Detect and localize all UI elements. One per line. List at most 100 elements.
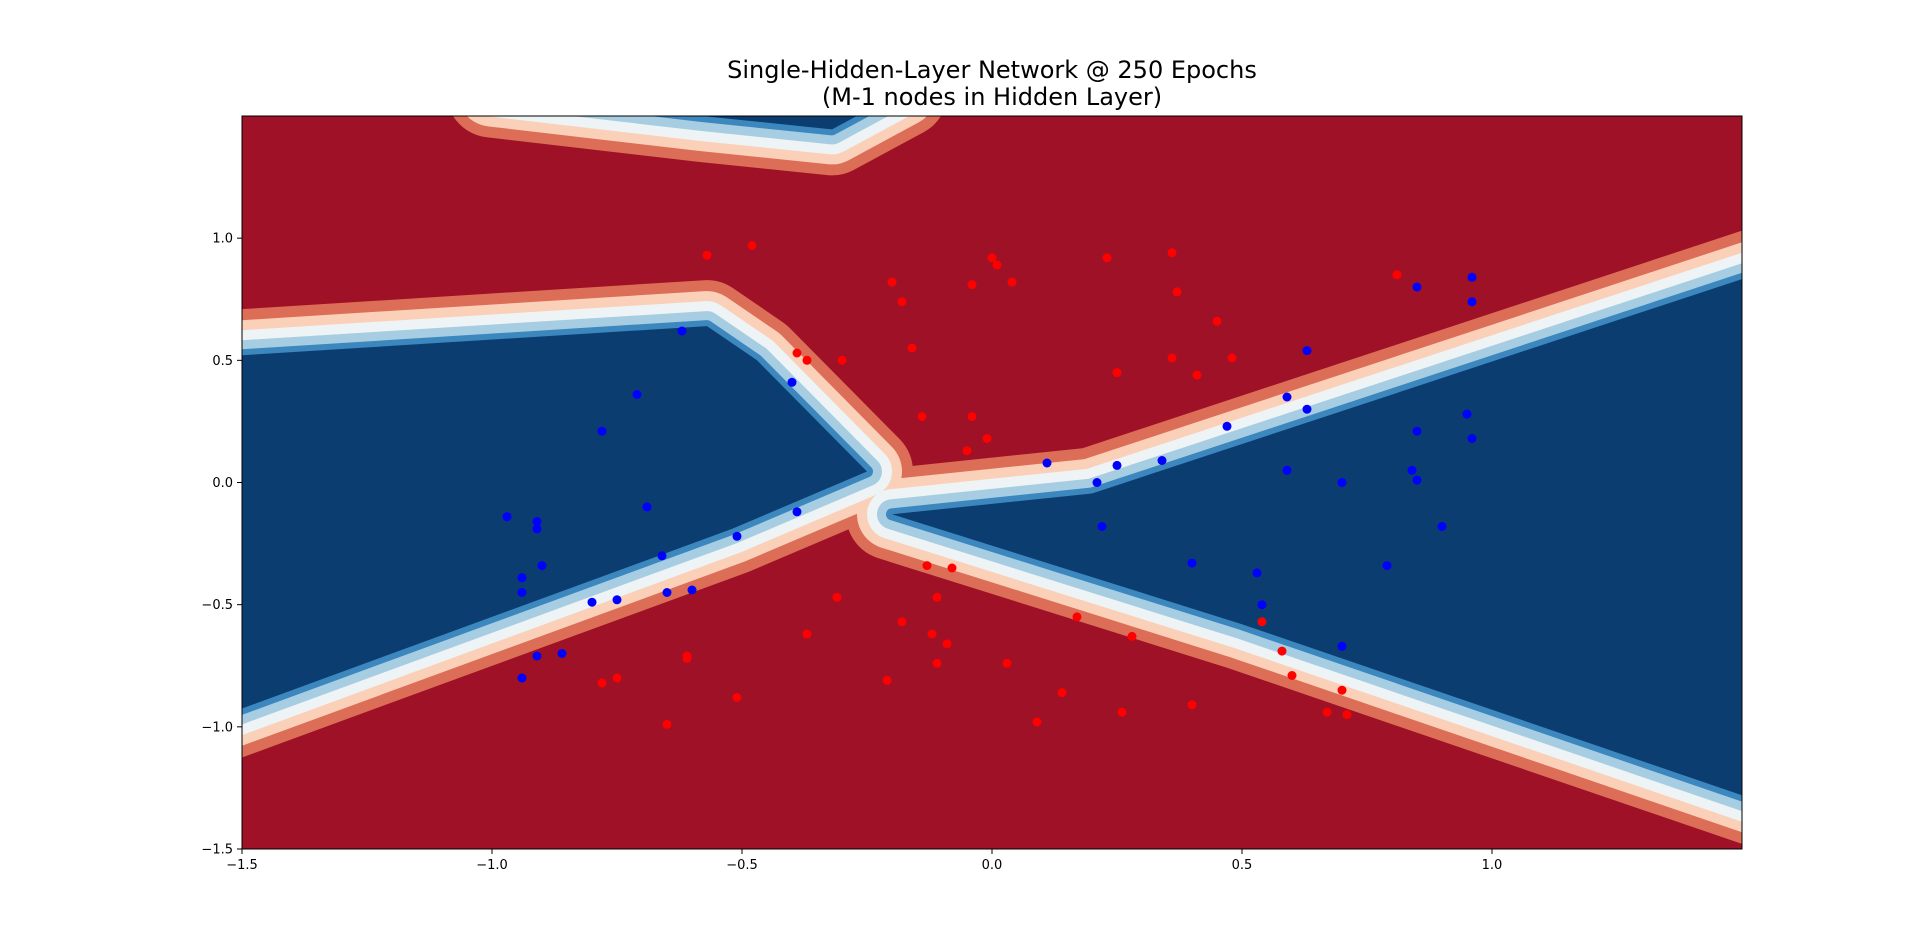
contour-band-left-5 xyxy=(242,326,867,709)
data-point-0-49 xyxy=(1277,646,1287,656)
x-tick-label-1: −1.0 xyxy=(476,858,508,873)
data-point-0-6 xyxy=(897,297,907,307)
data-point-0-27 xyxy=(662,719,672,729)
data-point-0-26 xyxy=(612,673,622,683)
data-point-1-44 xyxy=(1467,297,1477,307)
data-point-0-25 xyxy=(597,678,607,688)
data-point-0-41 xyxy=(1002,658,1012,668)
data-point-1-0 xyxy=(677,326,687,336)
contour-regions xyxy=(242,116,1742,844)
data-point-1-13 xyxy=(687,585,697,595)
data-point-1-27 xyxy=(1252,568,1262,578)
data-point-0-17 xyxy=(1112,368,1122,378)
data-point-0-13 xyxy=(987,253,997,263)
data-point-1-24 xyxy=(1157,456,1167,465)
chart-subtitle: (M-1 nodes in Hidden Layer) xyxy=(822,83,1162,111)
data-point-0-7 xyxy=(907,343,917,353)
data-point-0-4 xyxy=(837,355,847,365)
data-point-0-18 xyxy=(1167,248,1177,258)
y-tick-label-2: −0.5 xyxy=(201,598,233,613)
data-point-1-26 xyxy=(1187,558,1197,568)
data-point-1-15 xyxy=(792,507,802,517)
y-tick-label-5: 1.0 xyxy=(212,232,233,247)
x-tick-label-5: 1.0 xyxy=(1482,858,1503,873)
y-tick-label-3: 0.0 xyxy=(212,476,233,491)
data-point-0-23 xyxy=(1227,353,1237,363)
data-point-0-36 xyxy=(927,629,937,639)
data-point-0-9 xyxy=(967,280,977,290)
data-point-0-16 xyxy=(1102,253,1112,263)
data-point-1-38 xyxy=(1412,475,1422,485)
data-point-0-51 xyxy=(1322,707,1332,717)
data-point-1-33 xyxy=(1302,346,1312,356)
data-point-1-25 xyxy=(1097,522,1107,531)
data-point-0-34 xyxy=(897,617,907,627)
data-point-1-23 xyxy=(1112,460,1122,470)
data-point-1-11 xyxy=(657,551,667,561)
data-point-0-48 xyxy=(1257,617,1267,627)
data-point-0-44 xyxy=(1072,612,1082,622)
data-point-0-31 xyxy=(802,629,812,639)
data-point-0-8 xyxy=(917,412,927,421)
data-point-0-46 xyxy=(1127,631,1137,641)
data-point-1-36 xyxy=(1382,561,1392,571)
data-point-1-31 xyxy=(1282,392,1292,402)
data-point-0-10 xyxy=(967,412,977,421)
data-point-1-40 xyxy=(1412,426,1422,436)
data-point-0-1 xyxy=(747,241,757,250)
data-point-1-9 xyxy=(517,588,527,597)
data-point-1-35 xyxy=(1337,478,1347,487)
data-point-1-6 xyxy=(532,524,542,534)
data-point-0-45 xyxy=(1117,707,1127,717)
data-point-0-42 xyxy=(1032,717,1042,727)
data-point-0-11 xyxy=(962,446,972,456)
data-point-1-32 xyxy=(1282,465,1292,475)
data-points xyxy=(502,241,1477,729)
data-point-1-42 xyxy=(1462,409,1472,419)
data-point-1-3 xyxy=(597,426,607,436)
data-point-0-47 xyxy=(1187,700,1197,710)
data-point-1-37 xyxy=(1407,465,1417,475)
data-point-0-2 xyxy=(792,348,802,358)
data-point-0-32 xyxy=(832,592,842,602)
data-point-1-41 xyxy=(1437,522,1447,531)
data-point-0-5 xyxy=(887,277,897,287)
data-point-1-8 xyxy=(517,573,527,583)
data-point-1-7 xyxy=(537,561,547,571)
data-point-1-21 xyxy=(1042,458,1052,468)
x-tick-label-4: 0.5 xyxy=(1232,858,1253,873)
data-point-1-19 xyxy=(557,649,567,658)
data-point-1-18 xyxy=(532,651,542,661)
data-point-1-43 xyxy=(1467,272,1477,282)
data-point-1-12 xyxy=(662,588,672,597)
data-point-1-30 xyxy=(1222,421,1232,431)
data-point-1-17 xyxy=(612,595,622,605)
data-point-1-39 xyxy=(1412,282,1422,292)
data-point-0-24 xyxy=(1392,270,1402,280)
data-point-0-35 xyxy=(922,561,932,571)
data-point-1-5 xyxy=(532,517,542,527)
plot-area xyxy=(242,116,1742,849)
contour-band-top-5 xyxy=(702,116,857,130)
contour-band-right-5 xyxy=(892,279,1742,796)
x-tick-label-3: 0.0 xyxy=(982,858,1003,873)
data-point-0-14 xyxy=(992,260,1002,270)
x-axis: −1.5 −1.0 −0.5 0.0 0.5 1.0 xyxy=(226,849,1502,873)
data-point-0-38 xyxy=(932,658,942,668)
data-point-0-39 xyxy=(942,639,952,649)
data-point-0-37 xyxy=(932,592,942,602)
x-tick-label-2: −0.5 xyxy=(726,858,758,873)
data-point-1-45 xyxy=(1467,434,1477,443)
data-point-0-0 xyxy=(702,250,712,260)
data-point-0-19 xyxy=(1167,353,1177,363)
data-point-1-1 xyxy=(787,377,797,387)
data-point-0-50 xyxy=(1287,671,1297,680)
data-point-0-21 xyxy=(1192,370,1202,380)
data-point-1-29 xyxy=(1337,641,1347,651)
y-tick-label-4: 0.5 xyxy=(212,354,233,369)
data-point-1-10 xyxy=(642,502,652,512)
data-point-1-14 xyxy=(732,531,742,541)
data-point-0-33 xyxy=(882,675,892,685)
data-point-0-15 xyxy=(1007,277,1017,287)
